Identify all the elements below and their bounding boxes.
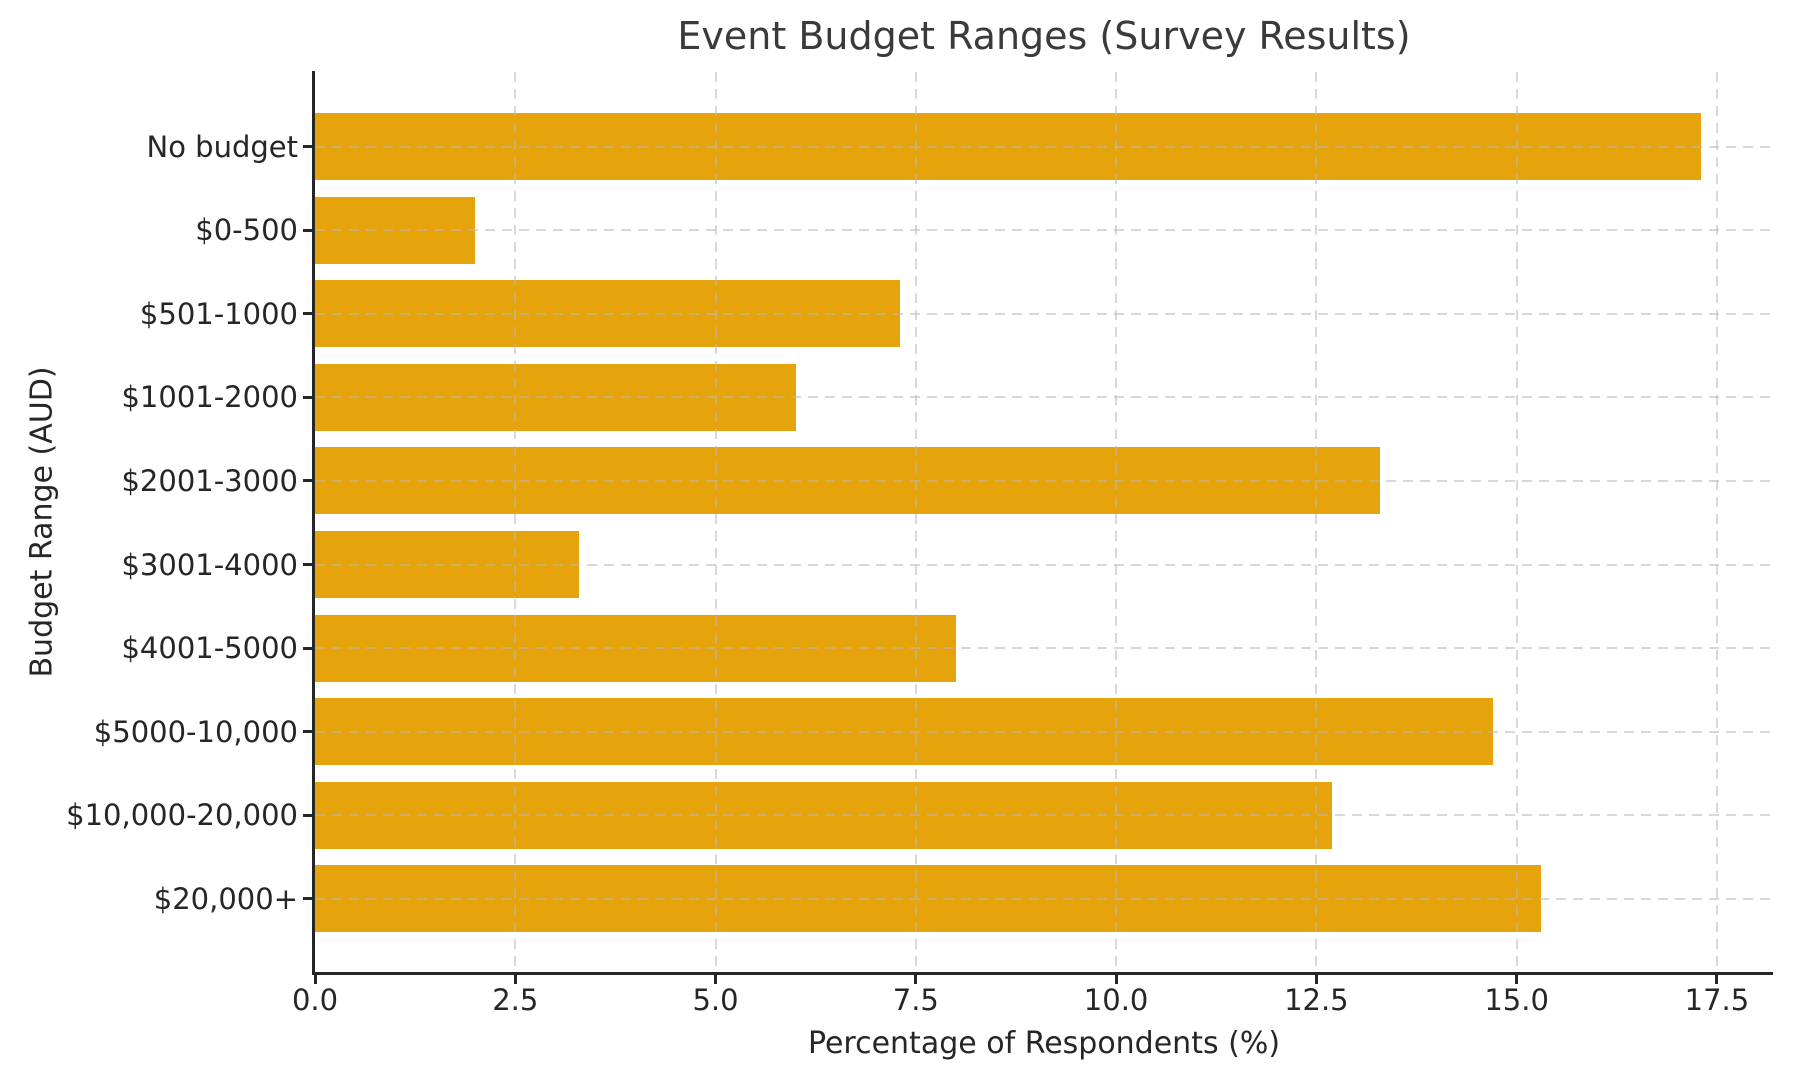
x-tick-mark — [1314, 974, 1318, 984]
x-axis-label: Percentage of Respondents (%) — [807, 1026, 1281, 1061]
y-tick-label: $10,000-20,000 — [66, 798, 298, 833]
y-tick-mark — [303, 646, 313, 650]
y-tick-label: $2001-3000 — [121, 463, 298, 498]
y-tick-label: No budget — [146, 129, 298, 164]
x-tick-label: 7.5 — [892, 983, 939, 1017]
y-tick-label: $1001-2000 — [121, 380, 298, 415]
x-tick-label: 15.0 — [1484, 983, 1549, 1017]
x-tick-label: 5.0 — [692, 983, 739, 1017]
horizontal-gridline — [315, 145, 1773, 148]
horizontal-gridline — [315, 730, 1773, 733]
y-tick-mark — [303, 813, 313, 817]
vertical-gridline — [1315, 72, 1318, 973]
y-tick-mark — [303, 145, 313, 148]
horizontal-gridline — [315, 229, 1773, 232]
vertical-gridline — [1715, 72, 1718, 973]
y-tick-label: $5000-10,000 — [93, 714, 298, 749]
horizontal-gridline — [315, 814, 1773, 817]
y-axis-label: Budget Range (AUD) — [24, 366, 60, 678]
y-tick-mark — [303, 730, 313, 734]
x-tick-mark — [1715, 974, 1719, 984]
y-axis-spine — [312, 71, 315, 975]
x-tick-mark — [714, 974, 718, 984]
x-tick-mark — [914, 974, 918, 984]
horizontal-gridline — [315, 312, 1773, 315]
x-tick-mark — [1114, 974, 1118, 984]
vertical-gridline — [914, 72, 917, 973]
x-axis-spine — [312, 972, 1773, 975]
vertical-gridline — [714, 72, 717, 973]
y-tick-mark — [303, 395, 313, 399]
y-tick-label: $0-500 — [195, 213, 298, 248]
y-tick-mark — [303, 479, 313, 483]
x-tick-label: 17.5 — [1684, 983, 1750, 1017]
x-tick-mark — [313, 974, 317, 984]
y-tick-label: $501-1000 — [139, 296, 298, 331]
x-tick-label: 2.5 — [492, 983, 539, 1017]
y-tick-label: $20,000+ — [153, 881, 298, 916]
y-tick-label: $3001-4000 — [121, 547, 298, 582]
horizontal-gridline — [315, 647, 1773, 650]
vertical-gridline — [514, 72, 517, 973]
plot-area — [315, 72, 1773, 973]
x-tick-label: 0.0 — [291, 983, 339, 1017]
horizontal-gridline — [315, 563, 1773, 566]
horizontal-gridline — [315, 396, 1773, 399]
x-tick-mark — [1515, 974, 1519, 984]
horizontal-gridline — [315, 479, 1773, 482]
vertical-gridline — [1115, 72, 1118, 973]
y-tick-mark — [303, 312, 313, 316]
vertical-gridline — [1515, 72, 1518, 973]
y-tick-mark — [303, 228, 313, 232]
x-tick-mark — [513, 974, 517, 984]
y-tick-mark — [303, 897, 313, 901]
y-tick-mark — [303, 563, 313, 566]
x-tick-label: 12.5 — [1284, 983, 1349, 1017]
x-tick-label: 10.0 — [1083, 983, 1149, 1017]
chart-title: Event Budget Ranges (Survey Results) — [677, 14, 1411, 58]
horizontal-gridline — [315, 897, 1773, 900]
y-tick-label: $4001-5000 — [121, 631, 298, 666]
